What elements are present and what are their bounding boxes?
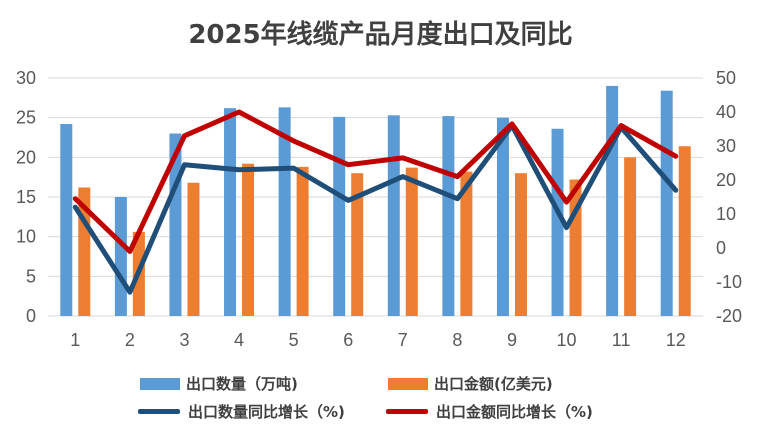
legend-item-qty: 出口数量（万吨)	[140, 373, 298, 394]
legend-item-value-yoy: 出口金额同比增长（%)	[386, 401, 593, 422]
gridlines	[48, 77, 703, 317]
bar	[514, 173, 527, 316]
bar	[278, 107, 291, 316]
bar	[405, 167, 418, 316]
x-tick-label: 2	[125, 330, 135, 350]
y-right-tick-label: 40	[716, 102, 736, 122]
y-left-tick-label: 25	[16, 108, 36, 128]
x-tick-label: 7	[398, 330, 408, 350]
y-left-tick-label: 0	[26, 306, 36, 326]
line-marks	[72, 109, 679, 295]
x-tick-label: 6	[343, 330, 353, 350]
legend-item-value: 出口金额(亿美元)	[388, 373, 553, 394]
y-right-tick-label: 0	[716, 238, 726, 258]
bar	[460, 171, 473, 316]
legend-label-value-yoy: 出口金额同比增长（%)	[436, 403, 593, 421]
legend-item-qty-yoy: 出口数量同比增长（%)	[138, 401, 345, 422]
bar	[187, 182, 200, 316]
legend-swatch-value-yoy	[386, 409, 428, 414]
series-line	[72, 109, 679, 254]
y-left-tick-label: 30	[16, 68, 36, 88]
legend-swatch-qty-yoy	[138, 409, 180, 414]
bar	[333, 116, 346, 316]
legend: 出口数量（万吨) 出口金额(亿美元) 出口数量同比增长（%) 出口金额同比增长（…	[0, 366, 761, 430]
legend-swatch-qty	[140, 377, 180, 390]
bar	[60, 124, 73, 316]
bar	[224, 108, 237, 316]
bar	[114, 197, 127, 316]
legend-label-qty: 出口数量（万吨)	[186, 375, 298, 393]
bar	[442, 116, 455, 316]
legend-label-value: 出口金额(亿美元)	[434, 375, 553, 393]
x-tick-label: 9	[507, 330, 517, 350]
bar	[678, 146, 691, 316]
y-right-tick-label: 10	[716, 204, 736, 224]
bar	[660, 90, 673, 317]
y-left-tick-label: 5	[26, 266, 36, 286]
bar	[624, 157, 637, 316]
bar	[606, 85, 619, 316]
bar	[496, 117, 509, 317]
legend-label-qty-yoy: 出口数量同比增长（%)	[188, 403, 345, 421]
x-tick-label: 12	[666, 330, 686, 350]
y-right-tick-label: -10	[716, 272, 742, 292]
x-tick-label: 4	[234, 330, 244, 350]
y-right-tick-label: 50	[716, 68, 736, 88]
y-right-tick-label: 30	[716, 136, 736, 156]
bar	[296, 166, 309, 316]
x-tick-label: 8	[452, 330, 462, 350]
x-tick-label: 3	[179, 330, 189, 350]
x-tick-label: 1	[70, 330, 80, 350]
y-right-tick-label: -20	[716, 306, 742, 326]
bar	[351, 173, 364, 316]
legend-swatch-value	[388, 377, 428, 390]
bar-marks	[60, 85, 691, 317]
bar	[242, 163, 255, 316]
y-left-tick-label: 20	[16, 147, 36, 167]
bar	[387, 115, 400, 316]
chart-title: 2025年线缆产品月度出口及同比	[188, 20, 573, 50]
x-tick-label: 11	[612, 330, 631, 350]
y-right-tick-label: 20	[716, 170, 736, 190]
x-tick-label: 5	[289, 330, 299, 350]
y-left-tick-label: 15	[16, 187, 36, 207]
x-tick-label: 10	[557, 330, 577, 350]
series-line	[72, 123, 679, 295]
y-left-tick-label: 10	[16, 227, 36, 247]
bar	[551, 128, 564, 316]
